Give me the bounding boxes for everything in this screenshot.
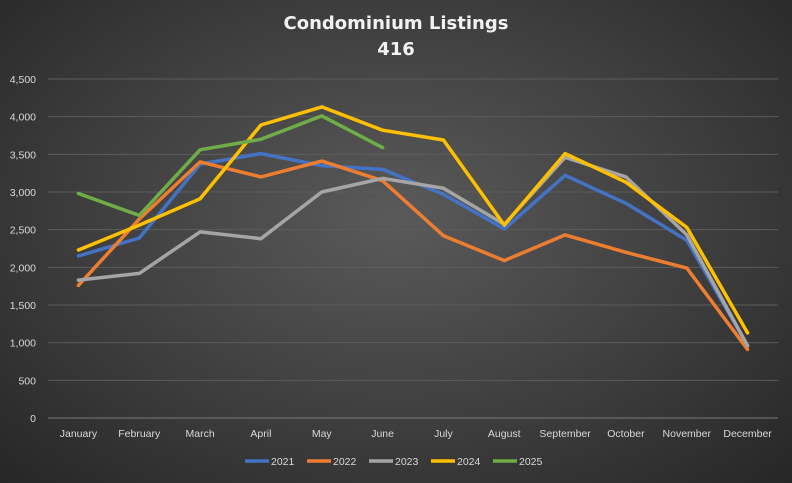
- legend-label: 2024: [457, 456, 481, 468]
- x-tick-label: January: [60, 428, 98, 440]
- series-line-2024: [76, 105, 750, 335]
- legend-item-2021: 2021: [245, 456, 295, 468]
- legend-label: 2022: [333, 456, 357, 468]
- x-tick-label: April: [250, 428, 271, 440]
- series-line-2022: [76, 159, 750, 352]
- series-line-2025: [76, 114, 385, 218]
- y-tick-label: 3,000: [10, 187, 36, 199]
- y-tick-label: 4,500: [10, 74, 36, 86]
- y-tick-label: 500: [18, 375, 36, 387]
- x-tick-label: November: [663, 428, 712, 440]
- x-tick-label: March: [185, 428, 214, 440]
- legend-label: 2023: [395, 456, 419, 468]
- chart-title: Condominium Listings: [284, 13, 509, 34]
- x-tick-label: September: [539, 428, 591, 440]
- legend-item-2024: 2024: [431, 456, 481, 468]
- y-tick-label: 1,500: [10, 300, 36, 312]
- gridlines: [48, 78, 778, 419]
- legend-item-2022: 2022: [307, 456, 357, 468]
- y-tick-label: 4,000: [10, 112, 36, 124]
- y-tick-label: 0: [30, 413, 36, 425]
- legend-item-2025: 2025: [493, 456, 543, 468]
- x-tick-label: August: [488, 428, 521, 440]
- y-tick-label: 3,500: [10, 149, 36, 161]
- legend-label: 2021: [271, 456, 295, 468]
- y-tick-label: 2,000: [10, 262, 36, 274]
- x-tick-label: May: [312, 428, 333, 440]
- x-tick-label: July: [434, 428, 453, 440]
- legend-item-2023: 2023: [369, 456, 419, 468]
- y-axis: 0 500 1,000 1,500 2,000 2,500 3,000 3,500 4,000 4…: [10, 74, 36, 425]
- x-tick-label: February: [118, 428, 161, 440]
- y-tick-label: 2,500: [10, 225, 36, 237]
- series-lines: [76, 105, 750, 352]
- x-tick-label: December: [723, 428, 772, 440]
- legend: 2021 2022 2023 2024 2025: [245, 456, 543, 468]
- x-tick-label: June: [371, 428, 394, 440]
- x-axis: January February March April May June July Augu…: [60, 428, 773, 440]
- chart-subtitle: 416: [377, 39, 415, 60]
- series-line-2023: [76, 155, 750, 348]
- x-tick-label: October: [607, 428, 645, 440]
- legend-label: 2025: [519, 456, 543, 468]
- y-tick-label: 1,000: [10, 338, 36, 350]
